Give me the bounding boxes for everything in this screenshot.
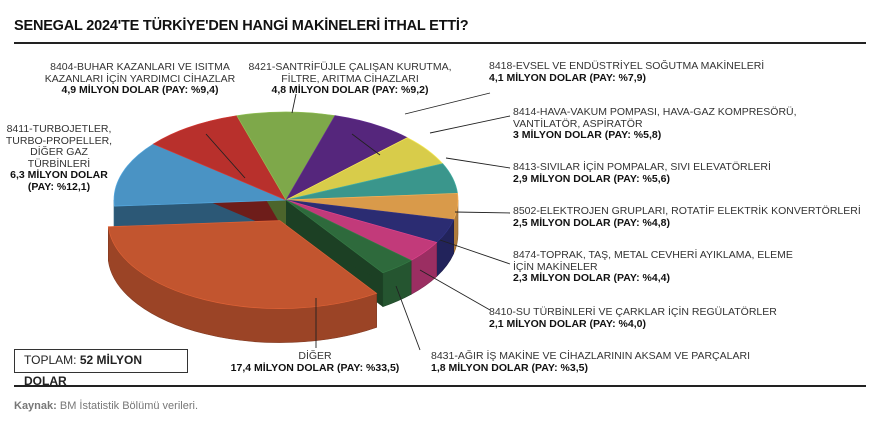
chart-title: SENEGAL 2024'TE TÜRKİYE'DEN HANGİ MAKİNE… xyxy=(14,18,469,34)
label-8411: 8411-TURBOJETLER, TURBO-PROPELLER, DİĞER… xyxy=(4,123,114,193)
slice-name: 8421-SANTRİFÜJLE ÇALIŞAN KURUTMA, FİLTRE… xyxy=(248,61,452,85)
leader-line xyxy=(445,157,511,169)
slice-top xyxy=(285,199,412,274)
slice-value: 4,9 MİLYON DOLAR (PAY: %9,4) xyxy=(61,84,219,96)
label-8474: 8474-TOPRAK, TAŞ, METAL CEVHERİ AYIKLAMA… xyxy=(513,249,813,285)
slice-value: 2,3 MİLYON DOLAR (PAY: %4,4) xyxy=(513,272,670,284)
leader-line xyxy=(429,115,511,134)
source-label: Kaynak: xyxy=(14,400,57,412)
slice-name: 8431-AĞIR İŞ MAKİNE VE CİHAZLARININ AKSA… xyxy=(431,350,750,362)
slice-value: 2,9 MİLYON DOLAR (PAY: %5,6) xyxy=(513,172,670,185)
leader-line xyxy=(205,133,246,179)
slice-name: 8502-ELEKTROJEN GRUPLARI, ROTATİF ELEKTR… xyxy=(513,205,861,217)
label-8414: 8414-HAVA-VAKUM POMPASI, HAVA-GAZ KOMPRE… xyxy=(513,106,813,142)
slice-name: 8411-TURBOJETLER, TURBO-PROPELLER, DİĞER… xyxy=(5,123,113,170)
slice-share: (PAY: %12,1) xyxy=(27,180,91,193)
slice-value: 4,1 MİLYON DOLAR (PAY: %7,9) xyxy=(489,71,646,84)
label-8404: 8404-BUHAR KAZANLARI VE ISITMA KAZANLARI… xyxy=(40,61,240,97)
leader-line xyxy=(439,239,511,265)
slice-top xyxy=(152,115,287,201)
slice-value: 1,8 MİLYON DOLAR (PAY: %3,5) xyxy=(431,361,588,374)
slice-name: DİĞER xyxy=(298,350,332,362)
leader-line xyxy=(404,92,491,115)
slice-value: 2,1 MİLYON DOLAR (PAY: %4,0) xyxy=(489,317,646,330)
bottom-divider xyxy=(14,385,866,387)
leader-line xyxy=(291,93,297,114)
total-value: 52 MİLYON DOLAR xyxy=(24,353,143,388)
total-label: TOPLAM: xyxy=(24,353,77,367)
slice-name: 8414-HAVA-VAKUM POMPASI, HAVA-GAZ KOMPRE… xyxy=(513,106,797,130)
slice-name: 8410-SU TÜRBİNLERİ VE ÇARKLAR İÇİN REGÜL… xyxy=(489,306,777,318)
source-note: Kaynak: BM İstatistik Bölümü verileri. xyxy=(14,400,198,412)
slice-value: 3 MİLYON DOLAR (PAY: %5,8) xyxy=(513,129,662,141)
slice-value: 4,8 MİLYON DOLAR (PAY: %9,2) xyxy=(271,84,429,96)
leader-line xyxy=(454,211,511,214)
slice-value: 17,4 MİLYON DOLAR (PAY: %33,5) xyxy=(230,361,400,374)
label-8410: 8410-SU TÜRBİNLERİ VE ÇARKLAR İÇİN REGÜL… xyxy=(489,306,819,330)
slice-top xyxy=(107,220,378,309)
slice-name: 8474-TOPRAK, TAŞ, METAL CEVHERİ AYIKLAMA… xyxy=(513,249,793,273)
pie-top-faces xyxy=(113,111,459,274)
source-text: BM İstatistik Bölümü verileri. xyxy=(59,400,199,412)
slice-value: 6,3 MİLYON DOLAR xyxy=(10,169,108,181)
label-8413: 8413-SIVILAR İÇİN POMPALAR, SIVI ELEVATÖ… xyxy=(513,161,813,185)
slice-name: 8404-BUHAR KAZANLARI VE ISITMA KAZANLARI… xyxy=(44,61,236,85)
leader-line xyxy=(351,133,381,156)
label-8421: 8421-SANTRİFÜJLE ÇALIŞAN KURUTMA, FİLTRE… xyxy=(245,61,455,97)
slice-top xyxy=(236,111,336,201)
slice-value: 2,5 MİLYON DOLAR (PAY: %4,8) xyxy=(513,216,670,229)
leader-line xyxy=(419,269,491,311)
leader-line xyxy=(395,285,421,351)
label-diger: DİĞER 17,4 MİLYON DOLAR (PAY: %33,5) xyxy=(220,350,410,374)
label-8431: 8431-AĞIR İŞ MAKİNE VE CİHAZLARININ AKSA… xyxy=(431,350,801,374)
slice-top xyxy=(113,143,287,207)
label-8418: 8418-EVSEL VE ENDÜSTRİYEL SOĞUTMA MAKİNE… xyxy=(489,60,779,84)
top-divider xyxy=(14,42,866,44)
slice-name: 8418-EVSEL VE ENDÜSTRİYEL SOĞUTMA MAKİNE… xyxy=(489,60,765,72)
label-8502: 8502-ELEKTROJEN GRUPLARI, ROTATİF ELEKTR… xyxy=(513,205,873,229)
slice-name: 8413-SIVILAR İÇİN POMPALAR, SIVI ELEVATÖ… xyxy=(513,161,771,173)
total-box: TOPLAM: 52 MİLYON DOLAR xyxy=(14,349,188,388)
